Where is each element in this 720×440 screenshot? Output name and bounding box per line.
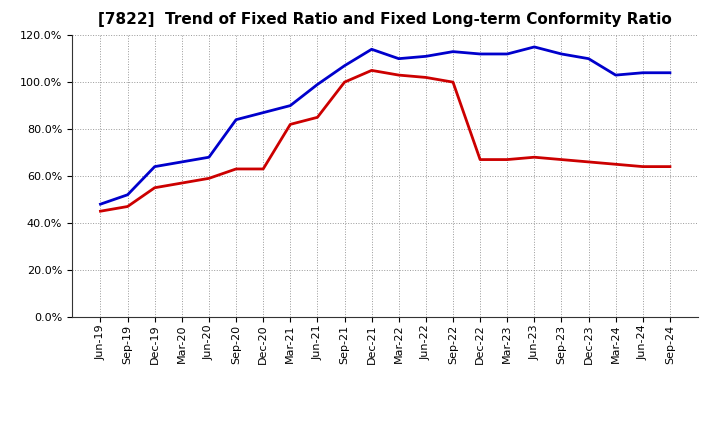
Fixed Long-term Conformity Ratio bbox=[421, 75, 430, 80]
Fixed Ratio bbox=[476, 51, 485, 57]
Fixed Long-term Conformity Ratio bbox=[395, 73, 403, 78]
Fixed Long-term Conformity Ratio bbox=[530, 154, 539, 160]
Fixed Long-term Conformity Ratio bbox=[123, 204, 132, 209]
Fixed Ratio bbox=[611, 73, 620, 78]
Title: [7822]  Trend of Fixed Ratio and Fixed Long-term Conformity Ratio: [7822] Trend of Fixed Ratio and Fixed Lo… bbox=[99, 12, 672, 27]
Fixed Long-term Conformity Ratio bbox=[150, 185, 159, 191]
Fixed Ratio bbox=[178, 159, 186, 165]
Fixed Ratio bbox=[150, 164, 159, 169]
Fixed Long-term Conformity Ratio bbox=[367, 68, 376, 73]
Fixed Ratio bbox=[341, 63, 349, 68]
Fixed Long-term Conformity Ratio bbox=[259, 166, 268, 172]
Fixed Ratio bbox=[286, 103, 294, 108]
Fixed Ratio bbox=[96, 202, 105, 207]
Fixed Ratio bbox=[530, 44, 539, 50]
Fixed Long-term Conformity Ratio bbox=[503, 157, 511, 162]
Fixed Ratio bbox=[259, 110, 268, 115]
Fixed Long-term Conformity Ratio bbox=[665, 164, 674, 169]
Fixed Long-term Conformity Ratio bbox=[178, 180, 186, 186]
Fixed Ratio bbox=[421, 54, 430, 59]
Fixed Ratio bbox=[639, 70, 647, 75]
Fixed Long-term Conformity Ratio bbox=[449, 80, 457, 85]
Fixed Long-term Conformity Ratio bbox=[232, 166, 240, 172]
Fixed Long-term Conformity Ratio bbox=[313, 115, 322, 120]
Fixed Ratio bbox=[313, 82, 322, 87]
Fixed Long-term Conformity Ratio bbox=[204, 176, 213, 181]
Fixed Long-term Conformity Ratio bbox=[611, 161, 620, 167]
Fixed Ratio bbox=[204, 154, 213, 160]
Fixed Ratio bbox=[584, 56, 593, 61]
Fixed Ratio bbox=[557, 51, 566, 57]
Fixed Ratio bbox=[449, 49, 457, 54]
Line: Fixed Long-term Conformity Ratio: Fixed Long-term Conformity Ratio bbox=[101, 70, 670, 211]
Fixed Ratio bbox=[395, 56, 403, 61]
Fixed Ratio bbox=[665, 70, 674, 75]
Fixed Ratio bbox=[367, 47, 376, 52]
Fixed Ratio bbox=[232, 117, 240, 122]
Fixed Ratio bbox=[123, 192, 132, 198]
Fixed Long-term Conformity Ratio bbox=[341, 80, 349, 85]
Fixed Long-term Conformity Ratio bbox=[476, 157, 485, 162]
Fixed Long-term Conformity Ratio bbox=[96, 209, 105, 214]
Fixed Long-term Conformity Ratio bbox=[557, 157, 566, 162]
Line: Fixed Ratio: Fixed Ratio bbox=[101, 47, 670, 204]
Fixed Long-term Conformity Ratio bbox=[584, 159, 593, 165]
Fixed Long-term Conformity Ratio bbox=[286, 122, 294, 127]
Fixed Ratio bbox=[503, 51, 511, 57]
Fixed Long-term Conformity Ratio bbox=[639, 164, 647, 169]
